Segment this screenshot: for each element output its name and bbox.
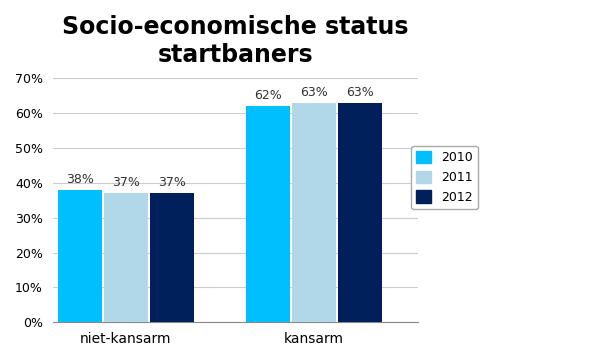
Text: 62%: 62%	[254, 89, 282, 102]
Bar	[58, 190, 102, 322]
Bar	[292, 103, 336, 322]
Bar	[104, 193, 148, 322]
Bar	[338, 103, 382, 322]
Text: 38%: 38%	[66, 173, 94, 186]
Bar	[150, 193, 194, 322]
Legend: 2010, 2011, 2012: 2010, 2011, 2012	[411, 146, 478, 209]
Text: 37%: 37%	[158, 176, 186, 189]
Text: 63%: 63%	[300, 86, 328, 99]
Title: Socio-economische status
startbaners: Socio-economische status startbaners	[63, 15, 409, 67]
Text: 37%: 37%	[112, 176, 140, 189]
Bar	[246, 106, 290, 322]
Text: 63%: 63%	[346, 86, 374, 99]
